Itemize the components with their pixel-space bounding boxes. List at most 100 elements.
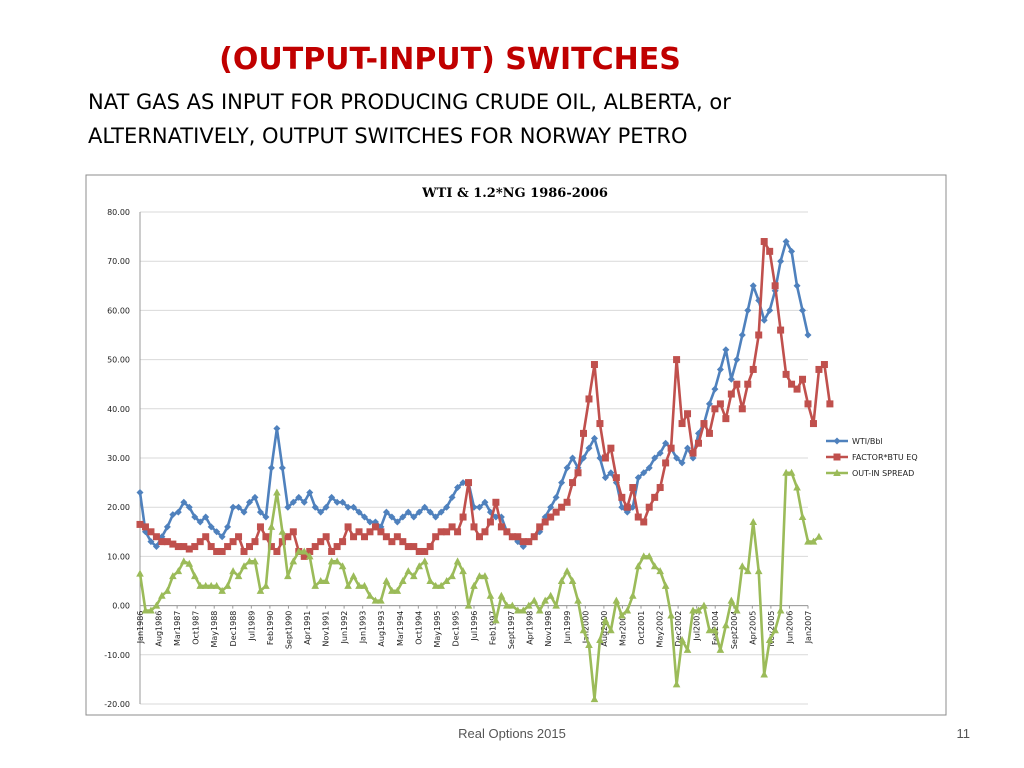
data-point-wti-bbl xyxy=(563,464,571,472)
data-point-out-in-spread xyxy=(437,581,445,589)
data-point-out-in-spread xyxy=(360,581,369,589)
data-point-out-in-spread xyxy=(464,601,473,609)
data-point-wti-bbl xyxy=(289,498,297,506)
data-point-out-in-spread xyxy=(486,591,495,599)
data-point-wti-bbl xyxy=(596,454,604,462)
data-point-factor-btu-eq xyxy=(267,543,275,551)
data-point-wti-bbl xyxy=(782,238,790,246)
data-point-factor-btu-eq xyxy=(760,238,768,246)
data-point-wti-bbl xyxy=(448,493,456,501)
data-point-wti-bbl xyxy=(744,306,752,314)
data-point-wti-bbl xyxy=(760,316,768,324)
footer-text: Real Options 2015 xyxy=(458,726,566,741)
data-point-wti-bbl xyxy=(224,523,232,531)
data-point-wti-bbl xyxy=(640,469,648,477)
data-point-out-in-spread xyxy=(579,626,588,634)
data-point-out-in-spread xyxy=(448,572,456,580)
data-point-out-in-spread xyxy=(207,581,215,589)
data-point-wti-bbl xyxy=(317,508,325,516)
data-point-factor-btu-eq xyxy=(344,523,352,531)
x-tick-label: Apr2005 xyxy=(748,611,757,645)
data-point-factor-btu-eq xyxy=(809,420,817,428)
data-point-out-in-spread xyxy=(196,581,205,589)
data-point-out-in-spread xyxy=(141,606,150,614)
data-point-out-in-spread xyxy=(711,626,719,634)
data-point-factor-btu-eq xyxy=(738,405,746,413)
data-point-factor-btu-eq xyxy=(788,380,796,388)
data-point-out-in-spread xyxy=(371,596,380,604)
slide-subtitle-line2: ALTERNATIVELY, OUTPUT SWITCHES FOR NORWA… xyxy=(88,124,688,148)
data-point-factor-btu-eq xyxy=(711,405,719,413)
data-point-out-in-spread xyxy=(201,581,210,589)
data-point-out-in-spread xyxy=(793,483,801,491)
legend-marker-factor-btu-eq xyxy=(833,453,841,461)
data-point-factor-btu-eq xyxy=(300,552,308,560)
data-point-out-in-spread xyxy=(815,532,823,540)
x-tick-label: Dec2002 xyxy=(674,611,683,647)
data-point-wti-bbl xyxy=(432,513,440,521)
data-point-out-in-spread xyxy=(530,596,539,604)
data-point-factor-btu-eq xyxy=(749,365,757,373)
x-tick-label: May1995 xyxy=(433,611,442,648)
y-tick-label: 20.00 xyxy=(107,503,130,512)
data-point-wti-bbl xyxy=(558,479,566,487)
data-point-wti-bbl xyxy=(185,503,193,511)
x-tick-label: Apr1998 xyxy=(526,611,535,645)
data-point-wti-bbl xyxy=(437,508,445,516)
data-point-out-in-spread xyxy=(289,557,298,565)
x-tick-label: Nov1991 xyxy=(322,611,331,647)
data-point-factor-btu-eq xyxy=(700,420,708,428)
data-point-wti-bbl xyxy=(601,474,609,482)
data-point-factor-btu-eq xyxy=(530,533,538,541)
data-point-factor-btu-eq xyxy=(470,523,478,531)
data-point-wti-bbl xyxy=(163,523,171,531)
data-point-factor-btu-eq xyxy=(191,543,199,551)
data-point-out-in-spread xyxy=(234,572,243,580)
data-point-out-in-spread xyxy=(765,636,774,644)
data-point-wti-bbl xyxy=(202,513,210,521)
data-point-wti-bbl xyxy=(207,523,215,531)
data-point-out-in-spread xyxy=(278,527,287,535)
data-point-wti-bbl xyxy=(547,503,555,511)
data-point-wti-bbl xyxy=(311,503,319,511)
data-point-out-in-spread xyxy=(377,596,385,604)
data-point-wti-bbl xyxy=(569,454,577,462)
data-point-wti-bbl xyxy=(262,513,270,521)
data-point-factor-btu-eq xyxy=(196,538,204,546)
data-point-factor-btu-eq xyxy=(311,543,319,551)
data-point-out-in-spread xyxy=(223,581,232,589)
data-point-wti-bbl xyxy=(180,498,188,506)
data-point-wti-bbl xyxy=(295,493,303,501)
data-point-out-in-spread xyxy=(366,591,374,599)
data-point-out-in-spread xyxy=(481,572,489,580)
data-point-wti-bbl xyxy=(229,503,237,511)
data-point-factor-btu-eq xyxy=(388,538,396,546)
data-point-factor-btu-eq xyxy=(256,523,264,531)
data-point-factor-btu-eq xyxy=(432,533,440,541)
data-point-factor-btu-eq xyxy=(777,326,785,334)
data-point-factor-btu-eq xyxy=(525,538,533,546)
data-point-out-in-spread xyxy=(683,645,692,653)
data-point-factor-btu-eq xyxy=(804,400,812,408)
y-tick-label: -10.00 xyxy=(104,651,130,660)
series-out-in-spread xyxy=(136,468,823,703)
slide-subtitle-line1: NAT GAS AS INPUT FOR PRODUCING CRUDE OIL… xyxy=(88,90,731,114)
data-point-wti-bbl xyxy=(333,498,341,506)
data-point-out-in-spread xyxy=(388,586,396,594)
data-point-factor-btu-eq xyxy=(136,520,144,528)
data-point-out-in-spread xyxy=(749,517,758,525)
data-point-factor-btu-eq xyxy=(355,528,363,536)
data-point-out-in-spread xyxy=(568,577,577,584)
data-point-wti-bbl xyxy=(382,508,390,516)
data-point-factor-btu-eq xyxy=(689,449,697,457)
chart-title: WTI & 1.2*NG 1986-2006 xyxy=(421,186,608,201)
data-point-wti-bbl xyxy=(246,498,254,506)
data-point-factor-btu-eq xyxy=(662,459,670,467)
data-point-wti-bbl xyxy=(727,375,735,383)
data-point-out-in-spread xyxy=(754,567,763,575)
x-tick-label: Mar1994 xyxy=(396,611,405,646)
data-point-wti-bbl xyxy=(629,503,637,511)
data-point-factor-btu-eq xyxy=(273,547,281,555)
data-point-factor-btu-eq xyxy=(673,356,681,364)
data-point-out-in-spread xyxy=(294,547,303,555)
